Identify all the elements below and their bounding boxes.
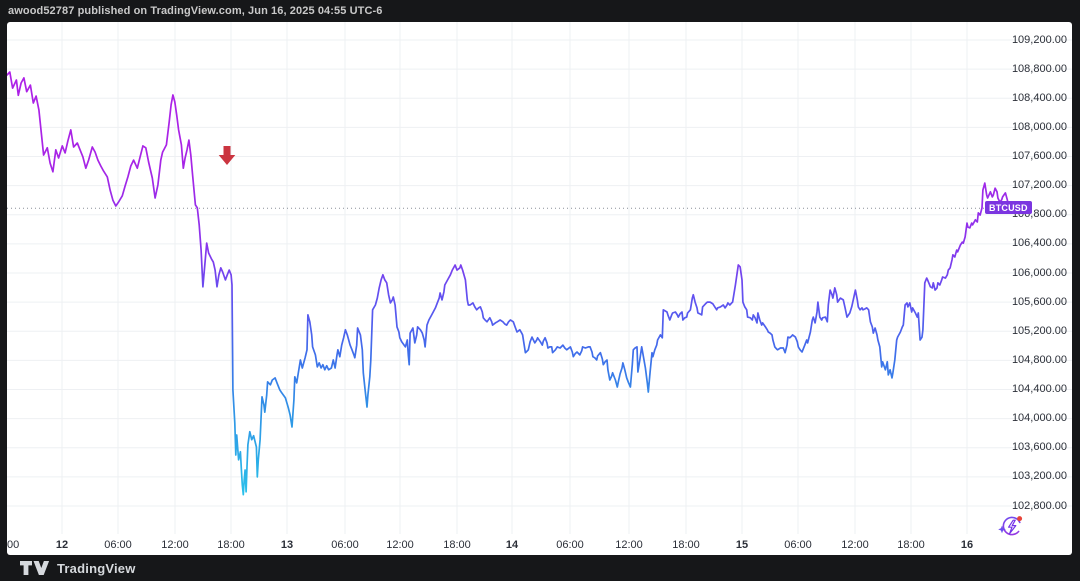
price-tick-label: 106,000.00 [1011,267,1067,279]
price-tick-label: 104,800.00 [1011,354,1067,366]
top-attribution-bar: awood52787 published on TradingView.com,… [0,0,1080,22]
time-tick-label: 12:00 [615,539,643,551]
time-tick-label: 15 [735,539,749,551]
time-tick-label: 18:00 [672,539,700,551]
price-tick-label: 103,200.00 [1011,470,1067,482]
time-tick-label: 06:00 [331,539,359,551]
attribution-text[interactable]: awood52787 published on TradingView.com,… [8,5,383,17]
price-tick-label: 109,200.00 [1011,34,1067,46]
price-tick-label: 108,800.00 [1011,63,1067,75]
time-tick-label: 18:00 [443,539,471,551]
price-tick-label: 108,000.00 [1011,121,1067,133]
price-tick-label: 102,800.00 [1011,500,1067,512]
flash-refresh-icon[interactable] [993,508,1031,546]
price-chart-canvas [7,22,1072,534]
tradingview-logo[interactable]: TradingView [20,560,136,576]
time-tick-label: 14 [505,539,519,551]
time-tick-label: 00 [7,539,20,551]
chart-panel: 109,200.00 108,800.00 108,400.00 108,000.00… [7,22,1072,555]
price-tick-label: 107,600.00 [1011,150,1067,162]
price-tick-label: 105,200.00 [1011,325,1067,337]
time-tick-label: 18:00 [217,539,245,551]
time-tick-label: 06:00 [556,539,584,551]
price-tick-label: 108,400.00 [1011,92,1067,104]
time-tick-label: 12:00 [161,539,189,551]
current-price-symbol-badge: BTCUSD [985,201,1032,214]
time-tick-label: 13 [280,539,294,551]
price-tick-label: 103,600.00 [1011,441,1067,453]
price-tick-label: 105,600.00 [1011,296,1067,308]
price-tick-label: 107,200.00 [1011,179,1067,191]
time-tick-label: 06:00 [784,539,812,551]
bottom-brand-bar: TradingView [0,555,1080,581]
time-tick-label: 06:00 [104,539,132,551]
price-tick-label: 106,400.00 [1011,237,1067,249]
price-tick-label: 104,000.00 [1011,412,1067,424]
arrow-down-icon [218,146,236,165]
time-tick-label: 16 [960,539,974,551]
time-tick-label: 12 [55,539,69,551]
time-tick-label: 12:00 [841,539,869,551]
time-tick-label: 18:00 [897,539,925,551]
price-tick-label: 104,400.00 [1011,383,1067,395]
tradingview-logo-icon [20,561,50,575]
tradingview-logo-text: TradingView [57,560,136,576]
time-tick-label: 12:00 [386,539,414,551]
